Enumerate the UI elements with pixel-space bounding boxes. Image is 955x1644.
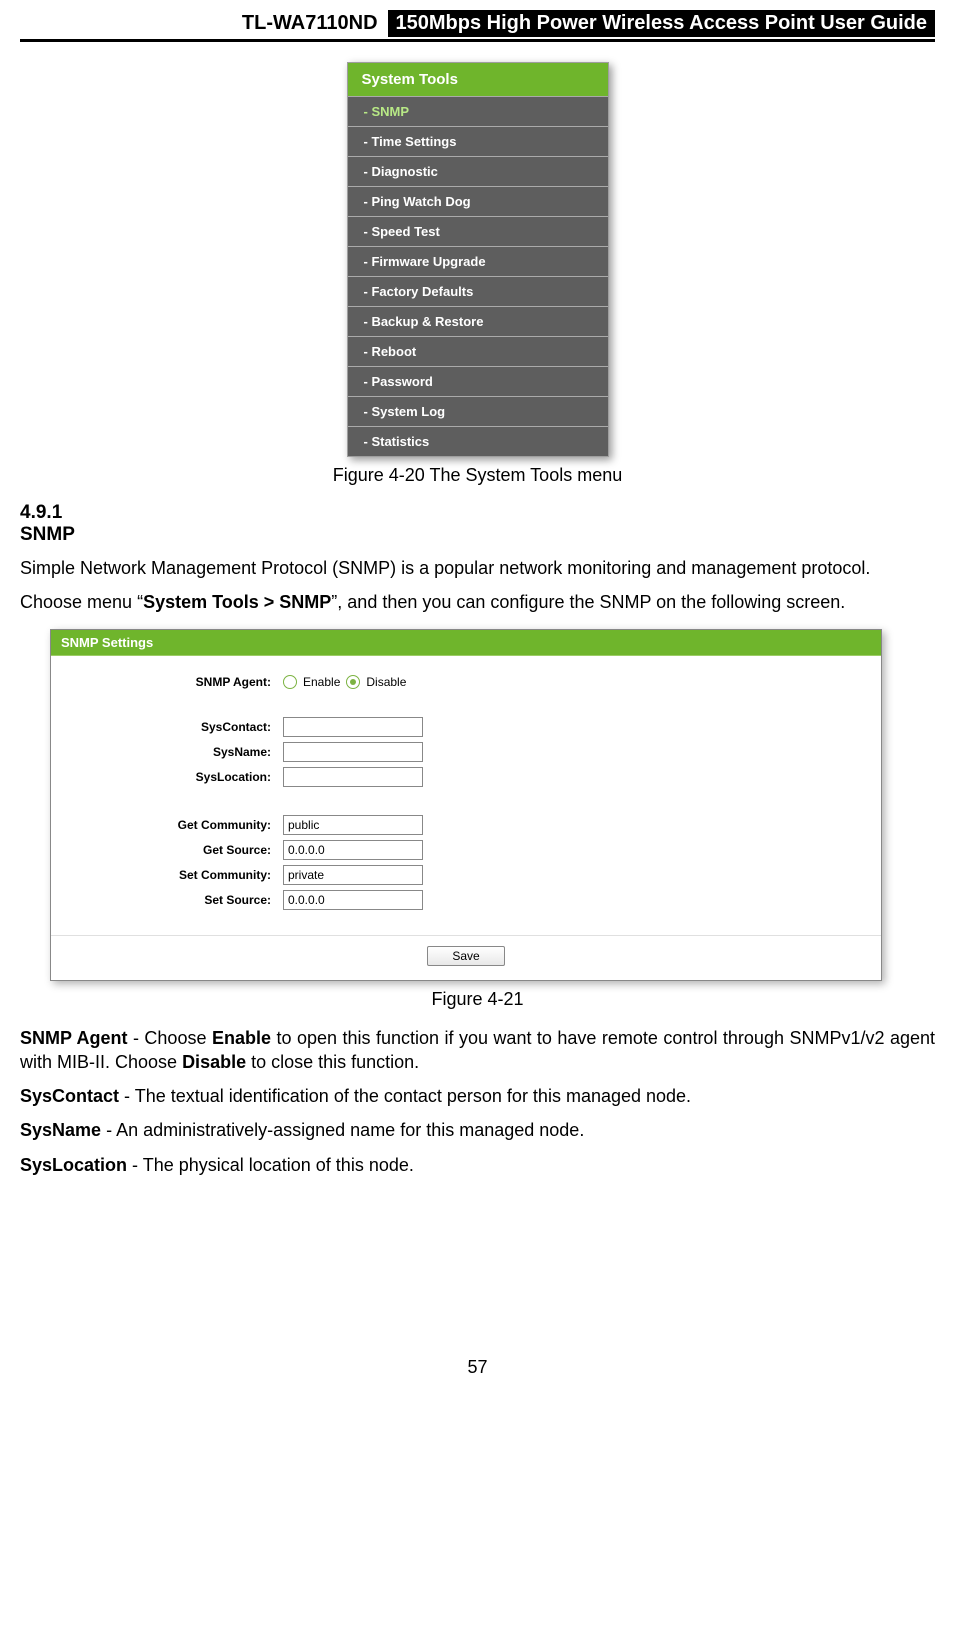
para2-a: Choose menu “ xyxy=(20,592,143,612)
disable-radio[interactable] xyxy=(346,675,360,689)
menu-item-4[interactable]: - Speed Test xyxy=(348,216,608,246)
snmp-settings-panel: SNMP Settings SNMP Agent: Enable Disable… xyxy=(50,629,882,981)
set-community-input[interactable]: private xyxy=(283,865,423,885)
def-snmp-agent: SNMP Agent - Choose Enable to open this … xyxy=(20,1026,935,1075)
term-syscontact: SysContact xyxy=(20,1086,119,1106)
set-source-label: Set Source: xyxy=(71,893,283,907)
get-community-input[interactable]: public xyxy=(283,815,423,835)
figure-4-21-caption: Figure 4-21 xyxy=(20,989,935,1010)
get-source-label: Get Source: xyxy=(71,843,283,857)
section-title: SNMP xyxy=(20,524,935,546)
enable-label: Enable xyxy=(303,675,340,689)
syslocation-input[interactable] xyxy=(283,767,423,787)
menu-item-10[interactable]: - System Log xyxy=(348,396,608,426)
sysname-label: SysName: xyxy=(71,745,283,759)
menu-item-9[interactable]: - Password xyxy=(348,366,608,396)
snmp-agent-label: SNMP Agent: xyxy=(71,675,283,689)
system-tools-menu: System Tools- SNMP- Time Settings- Diagn… xyxy=(347,62,609,457)
def-sysname: SysName - An administratively-assigned n… xyxy=(20,1118,935,1142)
menu-item-1[interactable]: - Time Settings xyxy=(348,126,608,156)
menu-item-3[interactable]: - Ping Watch Dog xyxy=(348,186,608,216)
header-title: 150Mbps High Power Wireless Access Point… xyxy=(388,10,935,37)
menu-item-11[interactable]: - Statistics xyxy=(348,426,608,456)
def-syslocation: SysLocation - The physical location of t… xyxy=(20,1153,935,1177)
paragraph-choose-menu: Choose menu “System Tools > SNMP”, and t… xyxy=(20,590,935,614)
page-header: TL-WA7110ND 150Mbps High Power Wireless … xyxy=(20,10,935,42)
menu-item-0[interactable]: - SNMP xyxy=(348,96,608,126)
save-button[interactable]: Save xyxy=(427,946,504,966)
set-community-label: Set Community: xyxy=(71,868,283,882)
para2-c: ”, and then you can configure the SNMP o… xyxy=(331,592,845,612)
menu-item-8[interactable]: - Reboot xyxy=(348,336,608,366)
get-source-input[interactable]: 0.0.0.0 xyxy=(283,840,423,860)
term-snmp-agent: SNMP Agent xyxy=(20,1028,127,1048)
get-community-label: Get Community: xyxy=(71,818,283,832)
snmp-settings-header: SNMP Settings xyxy=(51,630,881,656)
menu-header[interactable]: System Tools xyxy=(348,63,608,96)
page-number: 57 xyxy=(20,1357,935,1398)
sysname-input[interactable] xyxy=(283,742,423,762)
disable-label: Disable xyxy=(366,675,406,689)
section-number: 4.9.1 xyxy=(20,502,935,524)
set-source-input[interactable]: 0.0.0.0 xyxy=(283,890,423,910)
para2-b: System Tools > SNMP xyxy=(143,592,331,612)
menu-item-7[interactable]: - Backup & Restore xyxy=(348,306,608,336)
term-syslocation: SysLocation xyxy=(20,1155,127,1175)
syslocation-label: SysLocation: xyxy=(71,770,283,784)
paragraph-intro: Simple Network Management Protocol (SNMP… xyxy=(20,556,935,580)
menu-item-2[interactable]: - Diagnostic xyxy=(348,156,608,186)
syscontact-input[interactable] xyxy=(283,717,423,737)
figure-4-20-caption: Figure 4-20 The System Tools menu xyxy=(20,465,935,486)
menu-item-5[interactable]: - Firmware Upgrade xyxy=(348,246,608,276)
menu-item-6[interactable]: - Factory Defaults xyxy=(348,276,608,306)
def-syscontact: SysContact - The textual identification … xyxy=(20,1084,935,1108)
term-sysname: SysName xyxy=(20,1120,101,1140)
syscontact-label: SysContact: xyxy=(71,720,283,734)
enable-radio[interactable] xyxy=(283,675,297,689)
header-model: TL-WA7110ND xyxy=(236,12,384,35)
